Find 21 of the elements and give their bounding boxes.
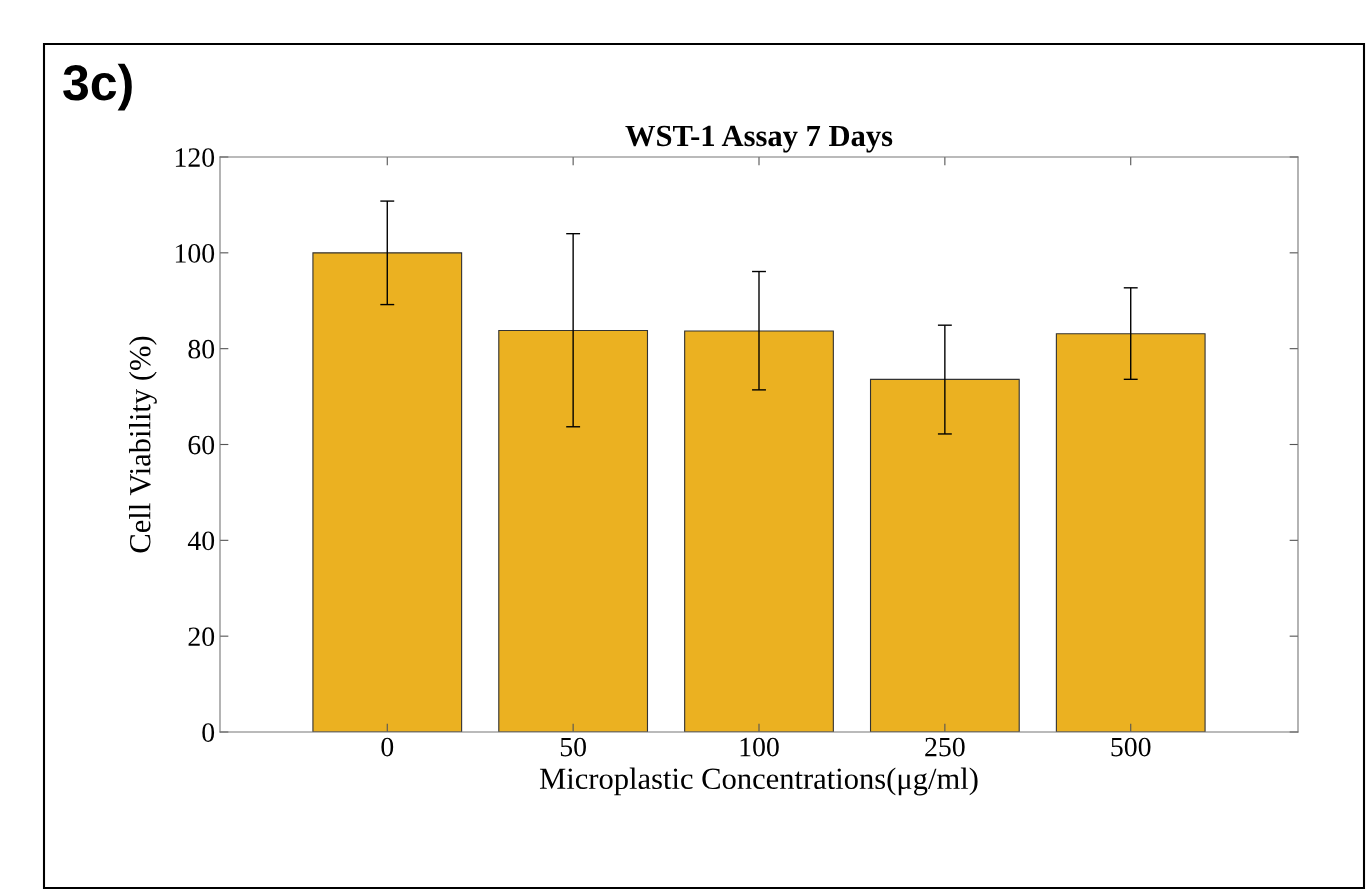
y-tick-label: 100 <box>175 244 215 263</box>
y-tick-label: 0 <box>202 723 215 742</box>
y-tick-label: 40 <box>187 531 215 551</box>
bar <box>869 378 1020 732</box>
x-axis-title: Microplastic Concentrations(μg/ml) <box>539 767 978 796</box>
bar <box>684 330 834 732</box>
x-tick-label: 100 <box>740 737 779 757</box>
bar <box>312 252 463 732</box>
chart-title: WST-1 Assay 7 Days <box>625 125 893 153</box>
y-tick-label: 20 <box>188 627 215 647</box>
y-tick-label: 80 <box>188 339 215 359</box>
bar <box>498 329 649 732</box>
x-tick-label: 0 <box>381 737 394 757</box>
y-tick-label: 60 <box>188 435 215 455</box>
x-tick-label: 50 <box>560 737 586 757</box>
x-tick-label: 250 <box>925 737 965 757</box>
y-tick-label: 120 <box>175 148 215 167</box>
bar <box>1055 333 1206 732</box>
y-axis-title: Cell Viability (%) <box>129 336 157 553</box>
x-tick-label: 500 <box>1111 737 1151 757</box>
text: 3c) <box>63 63 132 111</box>
